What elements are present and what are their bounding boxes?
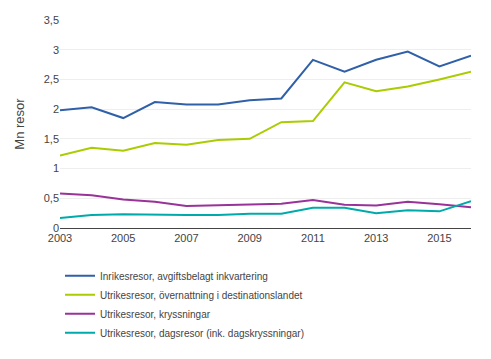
svg-text:2: 2 xyxy=(53,103,59,115)
svg-text:Utrikesresor, övernattning i d: Utrikesresor, övernattning i destination… xyxy=(100,290,303,301)
svg-text:2013: 2013 xyxy=(364,232,388,244)
svg-text:Mn resor: Mn resor xyxy=(12,98,27,150)
svg-text:Utrikesresor, dagsresor (ink.: Utrikesresor, dagsresor (ink. dagskryssn… xyxy=(100,328,304,339)
svg-text:Utrikesresor, kryssningar: Utrikesresor, kryssningar xyxy=(100,309,211,320)
svg-text:2005: 2005 xyxy=(111,232,135,244)
svg-text:0,5: 0,5 xyxy=(44,192,59,204)
svg-text:2003: 2003 xyxy=(48,232,72,244)
svg-text:2011: 2011 xyxy=(301,232,325,244)
svg-text:3,5: 3,5 xyxy=(44,14,59,26)
svg-text:2007: 2007 xyxy=(174,232,198,244)
svg-text:2,5: 2,5 xyxy=(44,73,59,85)
svg-text:2015: 2015 xyxy=(427,232,451,244)
svg-text:3: 3 xyxy=(53,44,59,56)
svg-text:1: 1 xyxy=(53,162,59,174)
svg-text:1,5: 1,5 xyxy=(44,133,59,145)
svg-text:0: 0 xyxy=(53,222,59,234)
svg-text:Inrikesresor, avgiftsbelagt in: Inrikesresor, avgiftsbelagt inkvartering xyxy=(100,271,268,282)
svg-text:2009: 2009 xyxy=(237,232,261,244)
